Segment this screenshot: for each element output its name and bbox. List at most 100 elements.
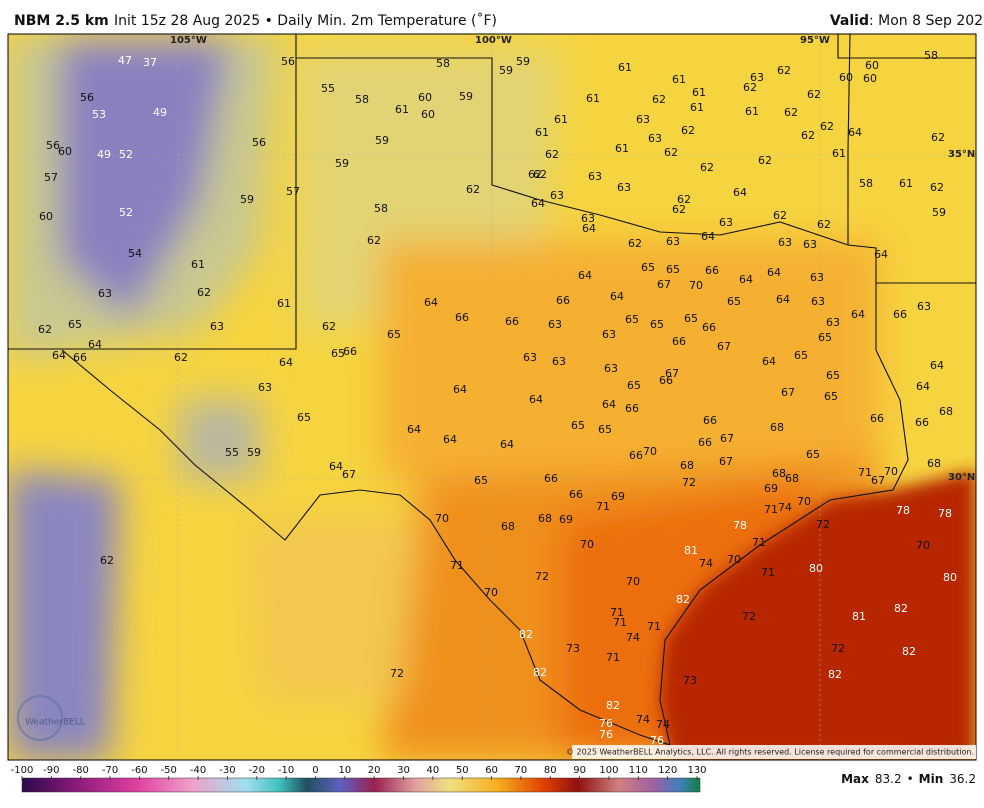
station-value: 67 (342, 468, 356, 481)
station-value: 55 (321, 82, 335, 95)
station-value: 62 (817, 218, 831, 231)
station-value: 66 (73, 351, 87, 364)
station-value: 76 (599, 717, 613, 730)
station-value: 54 (128, 247, 142, 260)
station-value: 65 (727, 295, 741, 308)
station-value: 62 (533, 168, 547, 181)
station-value: 66 (343, 345, 357, 358)
station-value: 62 (931, 131, 945, 144)
station-value: 61 (692, 86, 706, 99)
station-value: 65 (826, 369, 840, 382)
station-value: 78 (938, 507, 952, 520)
station-value: 67 (871, 474, 885, 487)
colorbar-tick-label: 70 (515, 765, 528, 776)
station-value: 62 (773, 209, 787, 222)
station-value: 64 (602, 398, 616, 411)
station-value: 60 (39, 210, 53, 223)
station-value: 69 (611, 490, 625, 503)
station-value: 61 (586, 92, 600, 105)
valid-date: : Mon 8 Sep 2025 (869, 13, 984, 29)
stat-label: Max (841, 772, 869, 786)
station-value: 64 (916, 380, 930, 393)
station-value: 66 (915, 416, 929, 429)
station-value: 67 (665, 367, 679, 380)
station-value: 56 (252, 136, 266, 149)
station-value: 64 (529, 393, 543, 406)
station-value: 71 (761, 566, 775, 579)
station-value: 61 (615, 142, 629, 155)
station-value: 56 (46, 139, 60, 152)
station-value: 68 (538, 512, 552, 525)
station-value: 70 (884, 465, 898, 478)
station-value: 64 (851, 308, 865, 321)
station-value: 70 (916, 539, 930, 552)
station-value: 62 (466, 183, 480, 196)
station-value: 77 (0, 0, 7, 6)
station-value: 68 (772, 467, 786, 480)
station-value: 37 (143, 56, 157, 69)
station-value: 57 (286, 185, 300, 198)
station-value: 74 (626, 631, 640, 644)
station-value: 67 (781, 386, 795, 399)
colorbar-tick-label: -50 (161, 765, 177, 776)
station-value: 65 (571, 419, 585, 432)
lon-label: 95°W (800, 35, 830, 46)
station-value: 62 (677, 193, 691, 206)
station-value: 64 (762, 355, 776, 368)
station-value: 64 (52, 349, 66, 362)
colorbar-tick-label: 40 (427, 765, 440, 776)
station-value: 76 (650, 734, 664, 747)
station-value: 64 (776, 293, 790, 306)
station-value: 68 (785, 472, 799, 485)
station-value: 60 (421, 108, 435, 121)
station-value: 63 (588, 170, 602, 183)
station-value: 71 (613, 616, 627, 629)
station-value: 64 (424, 296, 438, 309)
colorbar-tick-label: -80 (73, 765, 89, 776)
station-value: 64 (739, 273, 753, 286)
station-value: 65 (650, 318, 664, 331)
station-value: 66 (629, 449, 643, 462)
station-value: 64 (443, 433, 457, 446)
station-value: 74 (699, 557, 713, 570)
station-value: 65 (684, 312, 698, 325)
station-value: 82 (519, 628, 533, 641)
station-value: 67 (719, 455, 733, 468)
station-value: 68 (927, 457, 941, 470)
stat-value: 36.2 (949, 772, 976, 786)
station-value: 52 (119, 148, 133, 161)
station-value: 63 (811, 295, 825, 308)
station-value: 78 (733, 519, 747, 532)
station-value: 64 (733, 186, 747, 199)
station-value: 66 (672, 335, 686, 348)
stats: Max 83.2 • Min 36.2 (841, 772, 976, 786)
station-value: 63 (617, 181, 631, 194)
station-value: 68 (680, 459, 694, 472)
station-value: 66 (705, 264, 719, 277)
colorbar-ticks: -100 -90 -80 -70 -60 -50 -40 -30 -20 -10 0 10 20 30 40… (11, 765, 707, 780)
station-value: 64 (582, 222, 596, 235)
station-value: 63 (719, 216, 733, 229)
station-value: 73 (566, 642, 580, 655)
station-value: 62 (758, 154, 772, 167)
lon-label: 105°W (170, 35, 207, 46)
station-value: 65 (666, 263, 680, 276)
station-value: 61 (745, 105, 759, 118)
station-value: 58 (355, 93, 369, 106)
station-value: 71 (450, 559, 464, 572)
station-value: 63 (550, 189, 564, 202)
station-value: 71 (647, 620, 661, 633)
station-value: 82 (676, 593, 690, 606)
station-value: 61 (191, 258, 205, 271)
station-value: 70 (580, 538, 594, 551)
station-value: 64 (407, 423, 421, 436)
station-value: 61 (554, 113, 568, 126)
station-value: 63 (917, 300, 931, 313)
station-value: 53 (92, 108, 106, 121)
station-value: 63 (548, 318, 562, 331)
station-value: 66 (659, 374, 673, 387)
station-value: 62 (174, 351, 188, 364)
station-value: 62 (777, 64, 791, 77)
station-value: 62 (784, 106, 798, 119)
